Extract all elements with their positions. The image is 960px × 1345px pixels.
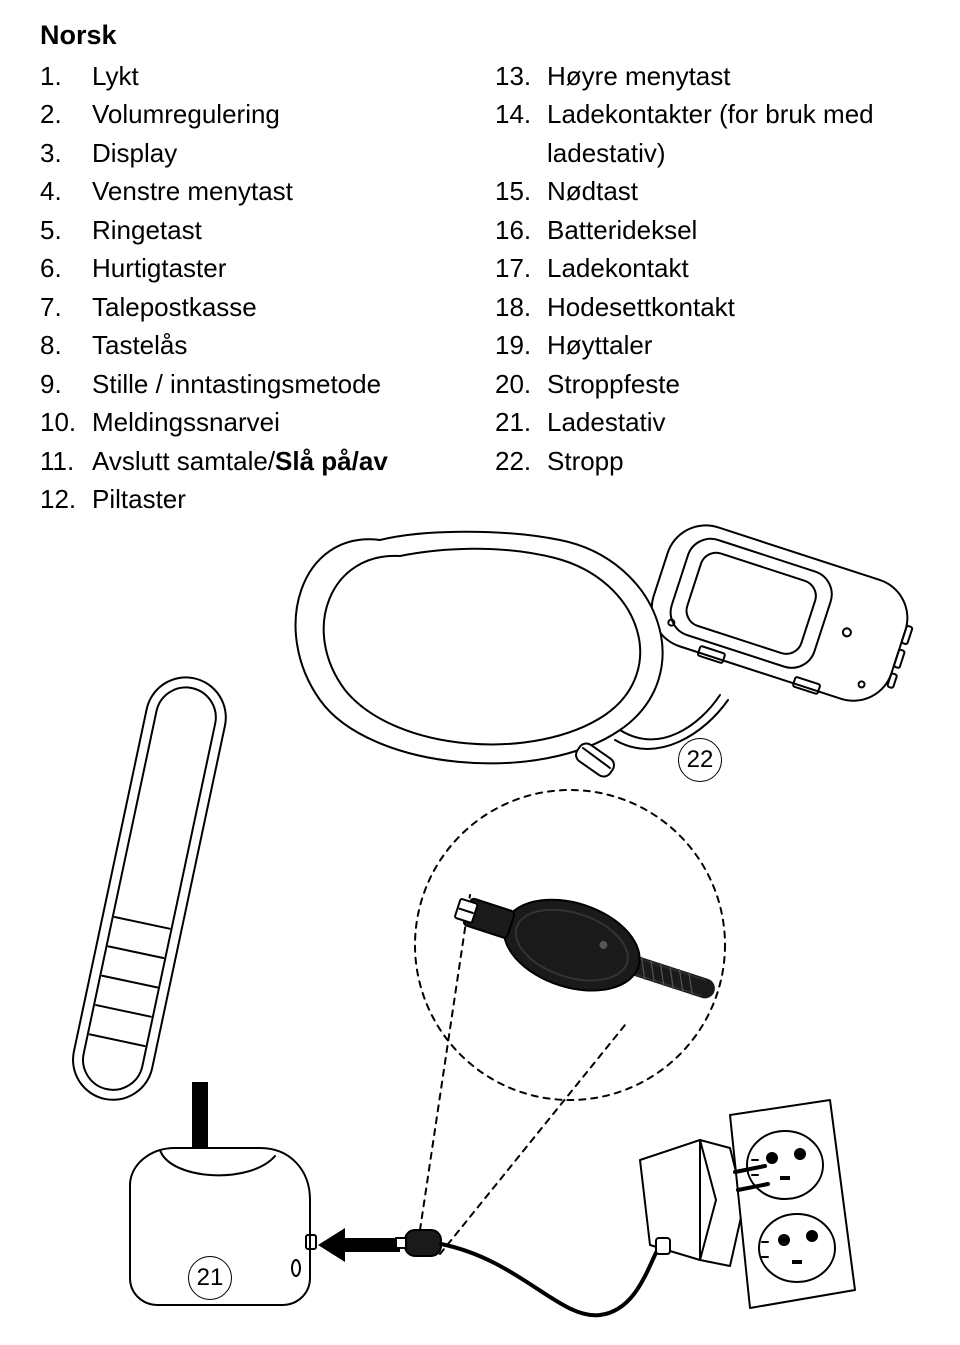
connector-detail-icon — [445, 868, 718, 1028]
list-item: 17.Ladekontakt — [495, 249, 920, 287]
list-item: 18.Hodesettkontakt — [495, 288, 920, 326]
list-item: 11.Avslutt samtale/Slå på/av — [40, 442, 465, 480]
list-item-number: 21. — [495, 403, 547, 441]
cable-icon — [396, 1230, 662, 1315]
list-item-number: 14. — [495, 95, 547, 172]
list-item-number: 5. — [40, 211, 92, 249]
list-item-text: Tastelås — [92, 326, 465, 364]
list-item: 1.Lykt — [40, 57, 465, 95]
parts-list-right: 13.Høyre menytast14.Ladekontakter (for b… — [495, 57, 920, 519]
list-item-number: 17. — [495, 249, 547, 287]
plug-arrow-icon — [318, 1228, 400, 1262]
list-item-text: Talepostkasse — [92, 288, 465, 326]
list-item-text: Stille / inntastingsmetode — [92, 365, 465, 403]
list-item: 7.Talepostkasse — [40, 288, 465, 326]
list-item-number: 10. — [40, 403, 92, 441]
product-diagram — [0, 500, 960, 1340]
list-item-text: Batterideksel — [547, 211, 920, 249]
list-item: 13.Høyre menytast — [495, 57, 920, 95]
parts-list: 1.Lykt2.Volumregulering3.Display4.Venstr… — [40, 57, 920, 519]
list-item-text: Hurtigtaster — [92, 249, 465, 287]
list-item-number: 6. — [40, 249, 92, 287]
list-item: 5.Ringetast — [40, 211, 465, 249]
list-item: 15.Nødtast — [495, 172, 920, 210]
list-item-text: Høyttaler — [547, 326, 920, 364]
parts-list-left: 1.Lykt2.Volumregulering3.Display4.Venstr… — [40, 57, 465, 519]
list-item: 2.Volumregulering — [40, 95, 465, 133]
list-item-text: Lykt — [92, 57, 465, 95]
list-item-text: Nødtast — [547, 172, 920, 210]
wall-adapter-icon — [640, 1140, 744, 1266]
list-item-number: 7. — [40, 288, 92, 326]
list-item-text: Display — [92, 134, 465, 172]
list-item: 4.Venstre menytast — [40, 172, 465, 210]
list-item-number: 13. — [495, 57, 547, 95]
list-item-text: Ringetast — [92, 211, 465, 249]
list-item-number: 16. — [495, 211, 547, 249]
list-item-text: Meldingssnarvei — [92, 403, 465, 441]
list-item-text: Volumregulering — [92, 95, 465, 133]
list-item-number: 22. — [495, 442, 547, 480]
list-item: 8.Tastelås — [40, 326, 465, 364]
list-item: 22.Stropp — [495, 442, 920, 480]
handset-icon — [66, 670, 234, 1107]
list-item-number: 15. — [495, 172, 547, 210]
list-item-text: Ladekontakter (for bruk med ladestativ) — [547, 95, 920, 172]
list-item: 14.Ladekontakter (for bruk med ladestati… — [495, 95, 920, 172]
list-item: 6.Hurtigtaster — [40, 249, 465, 287]
list-item-number: 3. — [40, 134, 92, 172]
list-item: 16.Batterideksel — [495, 211, 920, 249]
list-item-number: 2. — [40, 95, 92, 133]
diagram-svg — [0, 500, 960, 1340]
list-item: 21.Ladestativ — [495, 403, 920, 441]
callout-label: 21 — [188, 1256, 232, 1300]
list-item-number: 1. — [40, 57, 92, 95]
list-item-number: 11. — [40, 442, 92, 480]
list-item-number: 4. — [40, 172, 92, 210]
list-item-text: Stroppfeste — [547, 365, 920, 403]
list-item-text: Ladekontakt — [547, 249, 920, 287]
list-item-number: 8. — [40, 326, 92, 364]
list-item: 19.Høyttaler — [495, 326, 920, 364]
list-item-text: Stropp — [547, 442, 920, 480]
list-item-text: Høyre menytast — [547, 57, 920, 95]
list-item: 20.Stroppfeste — [495, 365, 920, 403]
list-item-text: Avslutt samtale/Slå på/av — [92, 442, 465, 480]
wall-socket-icon — [730, 1100, 855, 1308]
list-item-number: 18. — [495, 288, 547, 326]
list-item: 10.Meldingssnarvei — [40, 403, 465, 441]
list-item-text: Venstre menytast — [92, 172, 465, 210]
list-item-number: 20. — [495, 365, 547, 403]
list-item: 3.Display — [40, 134, 465, 172]
phone-back-icon — [640, 515, 923, 716]
page-heading: Norsk — [40, 20, 920, 51]
list-item-number: 9. — [40, 365, 92, 403]
list-item: 9.Stille / inntastingsmetode — [40, 365, 465, 403]
callout-label: 22 — [678, 738, 722, 782]
list-item-text: Ladestativ — [547, 403, 920, 441]
list-item-number: 19. — [495, 326, 547, 364]
list-item-text: Hodesettkontakt — [547, 288, 920, 326]
